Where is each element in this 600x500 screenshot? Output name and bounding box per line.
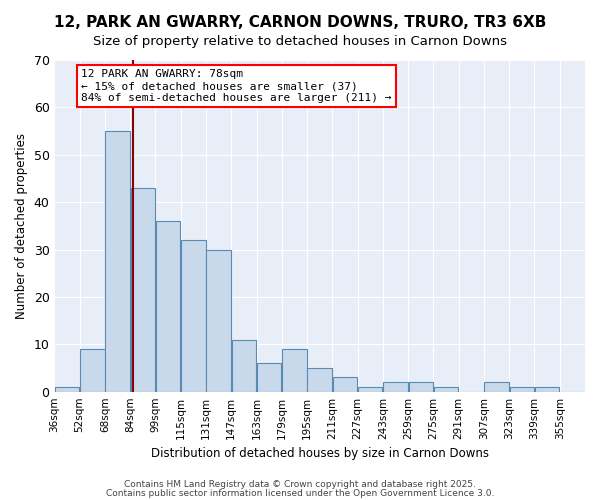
Text: 12 PARK AN GWARRY: 78sqm
← 15% of detached houses are smaller (37)
84% of semi-d: 12 PARK AN GWARRY: 78sqm ← 15% of detach… [81,70,392,102]
Bar [232,340,256,392]
Bar [106,131,130,392]
Bar [333,378,357,392]
Bar [282,349,307,392]
Bar [509,387,534,392]
Text: Contains public sector information licensed under the Open Government Licence 3.: Contains public sector information licen… [106,488,494,498]
Text: Size of property relative to detached houses in Carnon Downs: Size of property relative to detached ho… [93,35,507,48]
Bar [307,368,332,392]
Bar [358,387,382,392]
Bar [55,387,79,392]
Bar [131,188,155,392]
Bar [409,382,433,392]
Bar [383,382,408,392]
Text: Contains HM Land Registry data © Crown copyright and database right 2025.: Contains HM Land Registry data © Crown c… [124,480,476,489]
Bar [181,240,206,392]
Bar [535,387,559,392]
Bar [80,349,104,392]
Bar [156,221,181,392]
X-axis label: Distribution of detached houses by size in Carnon Downs: Distribution of detached houses by size … [151,447,489,460]
Text: 12, PARK AN GWARRY, CARNON DOWNS, TRURO, TR3 6XB: 12, PARK AN GWARRY, CARNON DOWNS, TRURO,… [54,15,546,30]
Bar [206,250,231,392]
Bar [434,387,458,392]
Bar [257,364,281,392]
Bar [484,382,509,392]
Y-axis label: Number of detached properties: Number of detached properties [15,133,28,319]
